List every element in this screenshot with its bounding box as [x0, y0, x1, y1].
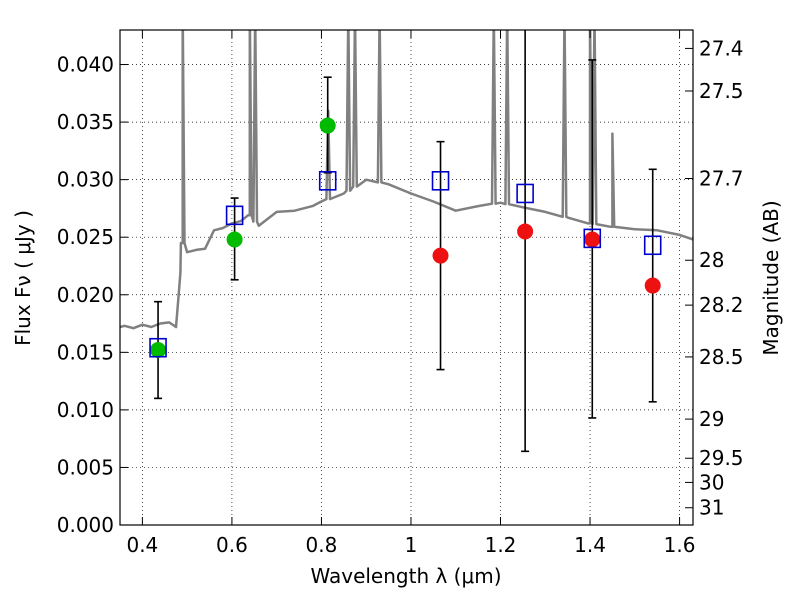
y2-tick-label: 29.5 [699, 446, 744, 470]
y-tick-label: 0.030 [57, 168, 114, 192]
y2-tick-label: 27.4 [699, 36, 744, 60]
model-spectrum-line [120, 30, 693, 330]
axes: 0.4 0.6 0.8 1 1.2 1.4 1.6 0.000 0.005 0.010 0.015 0… [57, 30, 744, 557]
observed-point [226, 231, 243, 248]
model-photometry-point [431, 171, 450, 191]
plot-area [120, 30, 693, 453]
model-photometry-point [516, 183, 534, 204]
observed-point [150, 342, 167, 359]
y2-tick-label: 27.5 [699, 79, 744, 103]
y2-tick-label: 27.7 [699, 167, 744, 191]
y2-tick-label: 29 [699, 407, 724, 431]
model-photometry-point [225, 205, 244, 226]
model-photometry-point [318, 171, 337, 191]
model-photometry-point [643, 235, 662, 256]
y2-axis-label: Magnitude (AB) [759, 200, 783, 355]
x-tick-label: 1 [405, 533, 418, 557]
model-photometry-point [149, 337, 167, 358]
x-tick-label: 0.4 [126, 533, 158, 557]
y-tick-label: 0.040 [57, 53, 114, 77]
y-axis-label: Flux Fν ( μJy ) [11, 210, 35, 346]
y-tick-label: 0.000 [57, 513, 114, 537]
plot-frame [119, 29, 694, 526]
y2-tick-label: 31 [699, 496, 724, 520]
x-tick-label: 1.2 [485, 533, 517, 557]
observed-point [584, 231, 601, 248]
y2-tick-label: 28 [699, 248, 724, 272]
y-tick-label: 0.025 [57, 225, 114, 249]
observed-point [319, 117, 336, 134]
y2-tick-label: 30 [699, 470, 724, 494]
x-tick-label: 1.4 [574, 533, 606, 557]
y-tick-label: 0.035 [57, 110, 114, 134]
observed-point [644, 277, 661, 294]
model-photometry-point [583, 228, 602, 249]
y-tick-label: 0.020 [57, 283, 114, 307]
grid [120, 30, 693, 526]
x-tick-label: 0.8 [306, 533, 338, 557]
y-tick-label: 0.010 [57, 398, 114, 422]
x-tick-label: 1.6 [664, 533, 696, 557]
y-tick-label: 0.005 [57, 455, 114, 479]
y2-tick-label: 28.2 [699, 293, 744, 317]
observed-point [432, 247, 449, 264]
y2-tick-label: 28.5 [699, 345, 744, 369]
x-tick-label: 0.6 [216, 533, 248, 557]
observed-point [517, 223, 534, 240]
y-tick-label: 0.015 [57, 340, 114, 364]
x-axis-label: Wavelength λ (μm) [310, 564, 501, 588]
